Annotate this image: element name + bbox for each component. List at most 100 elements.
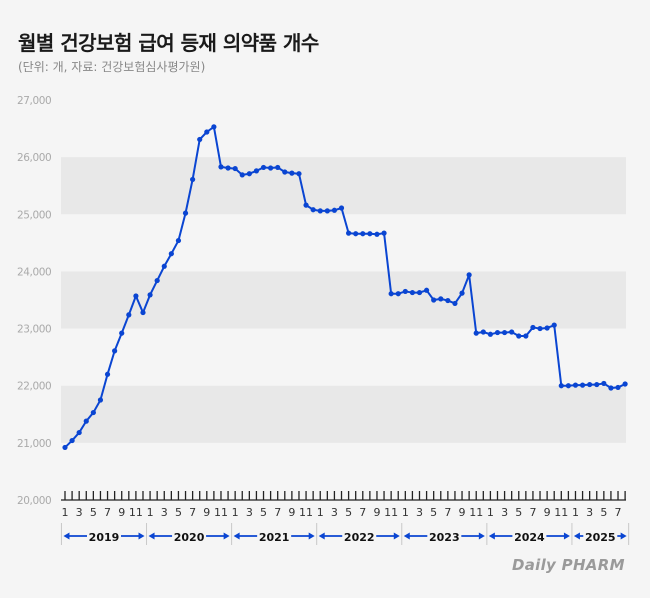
- data-point: [62, 444, 68, 451]
- data-point: [402, 288, 408, 295]
- data-point: [431, 297, 437, 303]
- data-point: [594, 381, 600, 388]
- x-month-label: 9: [544, 506, 551, 519]
- x-month-label: 1: [147, 506, 154, 519]
- x-month-label: 1: [232, 506, 239, 519]
- y-tick-label: 21,000: [17, 438, 51, 450]
- x-month-label: 3: [501, 506, 508, 519]
- data-point: [147, 292, 153, 298]
- data-point: [289, 170, 295, 176]
- x-year-label: 2021: [259, 531, 290, 544]
- x-month-label: 7: [359, 506, 366, 519]
- data-point: [324, 208, 330, 214]
- x-month-label: 5: [260, 506, 267, 519]
- year-label-bg: [427, 529, 462, 543]
- x-month-label: 5: [515, 506, 522, 519]
- x-month-label: 3: [246, 506, 253, 519]
- data-point: [97, 397, 104, 403]
- data-point: [182, 210, 189, 216]
- y-tick-label: 25,000: [17, 209, 51, 221]
- year-arrow-left: [63, 532, 70, 540]
- data-point: [239, 172, 245, 178]
- x-month-label: 7: [104, 506, 111, 519]
- x-month-label: 1: [572, 506, 579, 519]
- data-point: [480, 329, 486, 335]
- x-month-label: 1: [487, 506, 494, 519]
- data-point: [622, 381, 628, 387]
- year-arrow-right: [138, 532, 145, 540]
- year-label-bg: [512, 529, 547, 543]
- x-month-label: 9: [118, 506, 125, 519]
- year-arrow-right: [393, 532, 400, 540]
- data-point: [579, 382, 586, 388]
- data-point: [445, 297, 451, 304]
- data-point: [317, 208, 323, 214]
- year-label-bg: [86, 529, 121, 543]
- data-point: [112, 348, 118, 354]
- data-point: [197, 136, 203, 143]
- data-point: [388, 291, 394, 297]
- x-month-label: 7: [444, 506, 451, 519]
- x-month-label: 1: [62, 506, 69, 519]
- data-point: [204, 129, 210, 135]
- x-month-label: 7: [274, 506, 281, 519]
- x-month-label: 11: [299, 506, 313, 519]
- data-point: [119, 330, 125, 336]
- data-point: [409, 289, 416, 296]
- data-point: [523, 333, 529, 339]
- data-point: [282, 169, 288, 175]
- data-point: [367, 231, 373, 237]
- data-point: [140, 309, 146, 316]
- chart-title: 월별 건강보험 급여 등재 의약품 개수: [18, 31, 319, 55]
- data-point: [466, 272, 472, 278]
- x-month-label: 11: [214, 506, 228, 519]
- x-month-label: 3: [76, 506, 83, 519]
- data-point: [473, 330, 479, 336]
- year-arrow-right: [478, 532, 485, 540]
- data-point: [459, 290, 465, 296]
- grid-band: [61, 157, 626, 215]
- y-tick-label: 27,000: [17, 95, 51, 107]
- x-month-label: 5: [175, 506, 182, 519]
- data-point: [69, 437, 75, 444]
- y-tick-label: 20,000: [17, 495, 51, 507]
- data-point: [360, 231, 366, 237]
- data-point: [608, 385, 614, 391]
- x-month-label: 9: [373, 506, 380, 519]
- data-point: [501, 329, 508, 336]
- data-point: [225, 165, 231, 171]
- data-point: [296, 171, 302, 177]
- data-point: [190, 176, 196, 183]
- year-arrow-right: [563, 532, 570, 540]
- data-point: [381, 230, 387, 236]
- x-year-label: 2022: [344, 531, 375, 544]
- data-point: [275, 164, 281, 171]
- year-arrow-right: [223, 532, 230, 540]
- data-point: [218, 164, 224, 170]
- data-point: [353, 231, 359, 237]
- x-month-label: 9: [459, 506, 466, 519]
- x-month-label: 5: [430, 506, 437, 519]
- x-month-label: 11: [129, 506, 143, 519]
- x-month-label: 11: [384, 506, 398, 519]
- data-point: [175, 237, 182, 244]
- data-series: [62, 124, 628, 451]
- grid-bands: [61, 157, 626, 443]
- data-point: [253, 168, 260, 174]
- data-point: [587, 381, 593, 388]
- data-point: [423, 287, 430, 293]
- year-arrow-left: [403, 532, 410, 540]
- data-point: [154, 277, 160, 284]
- y-axis: 20,000 21,000 22,000 23,000 24,000 25,000 26,0…: [17, 95, 52, 507]
- data-point: [133, 293, 139, 299]
- data-point: [544, 325, 550, 331]
- data-point: [615, 384, 621, 391]
- x-month-label: 7: [615, 506, 622, 519]
- year-label-bg: [172, 529, 207, 543]
- data-point: [83, 418, 89, 424]
- data-point: [211, 124, 217, 130]
- year-arrow-left: [148, 532, 155, 540]
- data-point: [338, 205, 345, 211]
- year-arrow-right: [620, 532, 627, 540]
